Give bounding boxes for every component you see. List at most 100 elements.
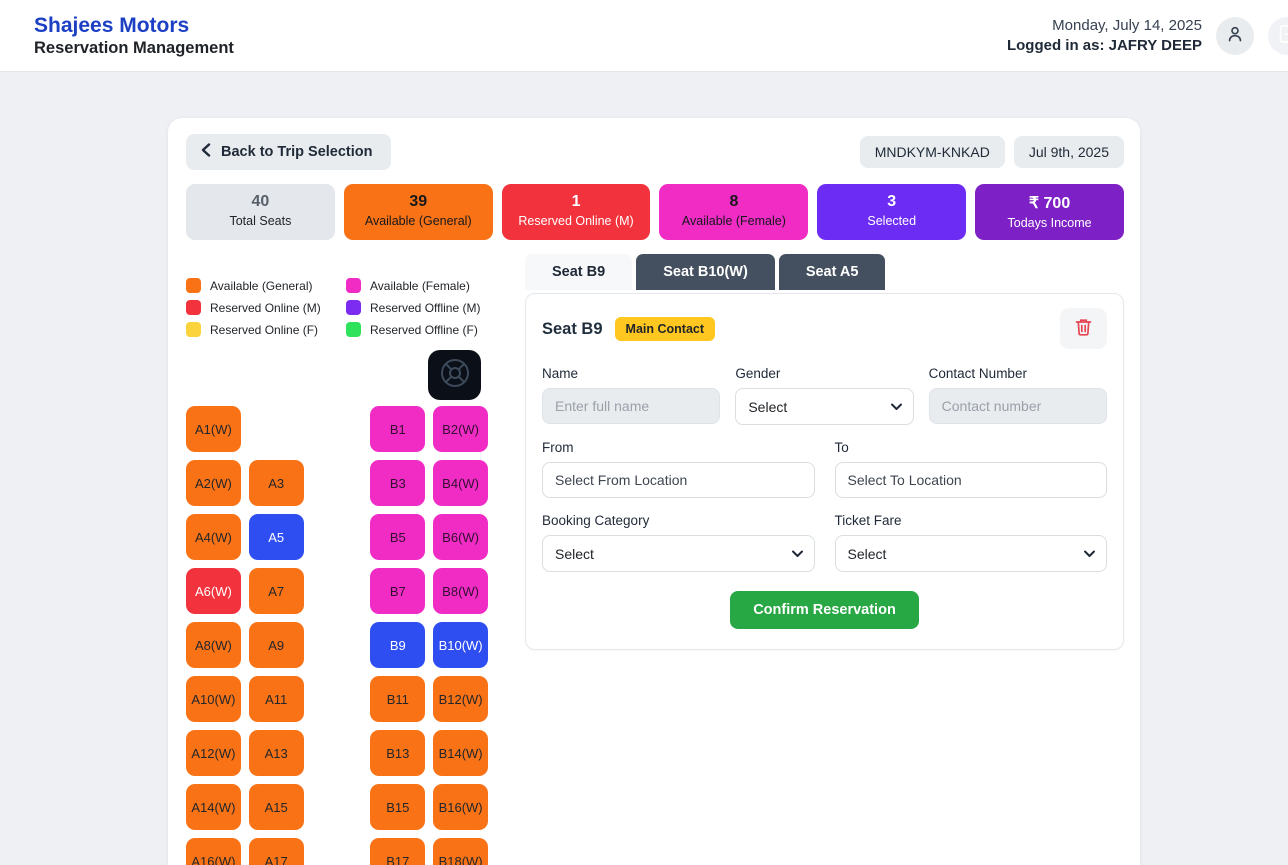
booking-category-select[interactable]: Select [542,535,815,572]
gender-select[interactable]: Select [735,388,914,425]
seat-form-panel: Seat B9 Main Contact [525,293,1124,650]
seat-a2(w)[interactable]: A2(W) [186,460,241,506]
logout-button[interactable] [1268,16,1288,55]
seat-b18(w)[interactable]: B18(W) [433,838,488,865]
current-date: Monday, July 14, 2025 [1052,17,1202,34]
seat-a7[interactable]: A7 [248,568,304,614]
tab-seat-b10-w-[interactable]: Seat B10(W) [636,254,775,290]
stat-box: ₹ 700 Todays Income [975,184,1124,240]
seat-b17[interactable]: B17 [370,838,426,865]
stat-box: 3 Selected [817,184,967,240]
seat-a12(w)[interactable]: A12(W) [186,730,241,776]
seat-b12(w)[interactable]: B12(W) [433,676,488,722]
seat-a5[interactable]: A5 [248,514,304,560]
aisle-spacer [312,838,363,865]
seat-a11[interactable]: A11 [248,676,304,722]
seat-b14(w)[interactable]: B14(W) [433,730,488,776]
profile-button[interactable] [1216,16,1254,55]
legend-item: Reserved Offline (M) [346,300,488,315]
seat-a4(w)[interactable]: A4(W) [186,514,241,560]
stat-label: Reserved Online (M) [518,214,634,228]
to-field-group: To [834,440,1107,498]
stat-label: Todays Income [1007,216,1092,230]
seat-a17[interactable]: A17 [248,838,304,865]
name-field-group: Name [542,366,721,425]
seat-b5[interactable]: B5 [370,514,426,560]
seat-b7[interactable]: B7 [370,568,426,614]
seat-form-title: Seat B9 [542,319,603,338]
seat-b10(w)[interactable]: B10(W) [433,622,488,668]
legend-item: Available (Female) [346,278,488,293]
page-title: Reservation Management [34,39,234,58]
seat-a6(w)[interactable]: A6(W) [186,568,241,614]
trip-date-badge: Jul 9th, 2025 [1013,136,1124,168]
stat-box: 39 Available (General) [343,184,493,240]
back-button-label: Back to Trip Selection [221,144,373,160]
seat-b4(w)[interactable]: B4(W) [433,460,488,506]
chevron-left-icon [200,143,212,161]
seat-b13[interactable]: B13 [370,730,426,776]
seat-a10(w)[interactable]: A10(W) [186,676,241,722]
aisle-spacer [312,568,363,614]
stat-value: 39 [409,193,428,210]
seat-b1[interactable]: B1 [370,406,426,452]
stat-box: 40 Total Seats [186,184,335,240]
seat-row: A10(W) A11 B11 B12(W) [186,676,488,722]
legend-item: Reserved Online (M) [186,300,346,315]
seat-a9[interactable]: A9 [248,622,304,668]
from-input[interactable] [542,462,815,498]
seat-b2(w)[interactable]: B2(W) [433,406,488,452]
stats-row: 40 Total Seats 39 Available (General) 1 Reser… [186,184,1124,240]
name-input[interactable] [542,388,721,424]
seat-b3[interactable]: B3 [370,460,426,506]
ticket-fare-label: Ticket Fare [834,513,902,528]
contact-input[interactable] [928,388,1107,424]
from-field-group: From [542,440,815,498]
stat-label: Total Seats [229,214,292,228]
seat-b8(w)[interactable]: B8(W) [433,568,488,614]
aisle-spacer [312,460,363,506]
legend-swatch [346,278,361,293]
seat-a8(w)[interactable]: A8(W) [186,622,241,668]
seat-b15[interactable]: B15 [370,784,426,830]
back-to-trip-selection-button[interactable]: Back to Trip Selection [186,134,391,170]
seat-a13[interactable]: A13 [248,730,304,776]
seat-b11[interactable]: B11 [370,676,426,722]
remove-seat-button[interactable] [1060,308,1107,349]
brand-title: Shajees Motors [34,13,190,37]
seat-tabs: Seat B9 Seat B10(W) Seat A5 [525,254,1124,290]
legend-label: Reserved Online (M) [210,300,321,315]
seat-b6(w)[interactable]: B6(W) [433,514,488,560]
seat-a3[interactable]: A3 [248,460,304,506]
seat-a15[interactable]: A15 [248,784,304,830]
legend-item: Reserved Online (F) [186,322,346,337]
reservation-form-section: Seat B9 Seat B10(W) Seat A5 Seat B9 Main C… [525,254,1124,865]
legend-swatch [186,300,201,315]
legend-swatch [186,278,201,293]
seat-b16(w)[interactable]: B16(W) [433,784,488,830]
session-info: Monday, July 14, 2025 Logged in as: JAFR… [1007,17,1202,54]
aisle-spacer [312,730,363,776]
to-input[interactable] [834,462,1107,498]
confirm-reservation-button[interactable]: Confirm Reservation [730,591,919,629]
stat-value: 1 [571,193,581,210]
stat-label: Selected [867,214,917,228]
seat-a1(w)[interactable]: A1(W) [186,406,241,452]
seat-a16(w)[interactable]: A16(W) [186,838,241,865]
seat-b9[interactable]: B9 [370,622,426,668]
aisle-spacer [312,676,363,722]
booking-category-label: Booking Category [542,513,650,528]
seat-a14(w)[interactable]: A14(W) [186,784,241,830]
legend-label: Available (General) [210,278,313,293]
app-header: Shajees Motors Reservation Management Mo… [0,0,1288,72]
ticket-fare-select[interactable]: Select [834,535,1107,572]
brand-block: Shajees Motors Reservation Management [34,13,234,58]
seat-row: A8(W) A9 B9 B10(W) [186,622,488,668]
tab-seat-b9[interactable]: Seat B9 [525,254,633,290]
contact-label: Contact Number [928,366,1027,381]
tab-seat-a5[interactable]: Seat A5 [778,254,886,290]
legend-label: Reserved Offline (M) [370,300,481,315]
seat-row: A12(W) A13 B13 B14(W) [186,730,488,776]
name-label: Name [542,366,579,381]
ticket-fare-field-group: Ticket Fare Select [834,513,1107,572]
